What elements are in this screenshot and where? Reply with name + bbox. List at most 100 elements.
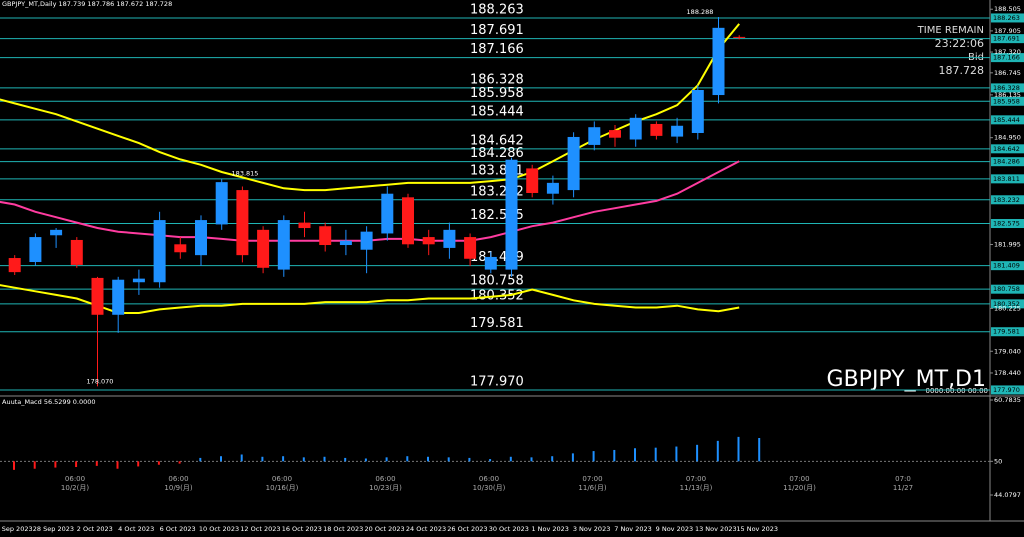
y-tick-label: 187.320 (994, 48, 1021, 56)
level-axis-box (991, 327, 1024, 337)
date-placeholder: 0000.00.00 00:00 (926, 387, 988, 395)
level-axis-box (991, 174, 1024, 184)
price-annotation: 188.288 (687, 8, 714, 16)
time-remain-label: TIME REMAIN (917, 25, 984, 36)
level-axis-box (991, 53, 1024, 63)
session-date: 11/20(月) (783, 484, 816, 492)
time-remain: 23:22:06 (935, 37, 984, 50)
level-axis-box (991, 261, 1024, 271)
x-tick-label: 30 Oct 2023 (489, 525, 529, 533)
candle-body (484, 256, 497, 270)
candle-body (464, 237, 477, 259)
y-tick-label: 184.950 (994, 134, 1021, 142)
level-axis-box (991, 115, 1024, 125)
level-axis-label: 185.958 (993, 97, 1020, 105)
session-time: 06:00 (479, 475, 499, 483)
session-time: 06:00 (168, 475, 188, 483)
level-label: 177.970 (470, 374, 524, 389)
level-label: 185.444 (470, 104, 524, 119)
indicator-y-tick-label: 50 (994, 457, 1002, 465)
x-tick-label: 12 Oct 2023 (240, 525, 280, 533)
y-tick-label: 187.905 (994, 27, 1021, 35)
x-tick-label: 2 Oct 2023 (77, 525, 113, 533)
session-time: 07:0 (895, 475, 911, 483)
candle-body (650, 123, 663, 136)
level-axis-box (991, 195, 1024, 205)
level-label: 180.758 (470, 274, 524, 289)
candle-body (29, 237, 42, 263)
x-tick-label: 10 Oct 2023 (199, 525, 239, 533)
level-axis-box (991, 144, 1024, 154)
session-date: 10/16(月) (266, 484, 299, 492)
candle-body (215, 182, 228, 225)
x-tick-label: 16 Oct 2023 (282, 525, 322, 533)
candle-body (422, 237, 435, 245)
symbol-label: GBPJPY_MT,D1 (827, 367, 986, 392)
session-time: 06:00 (375, 475, 395, 483)
candle-body (277, 220, 290, 270)
level-label: 186.328 (470, 72, 524, 87)
level-axis-label: 188.263 (993, 14, 1020, 22)
candle-body (339, 240, 352, 246)
level-label: 184.642 (470, 133, 524, 148)
level-axis-label: 184.642 (993, 145, 1020, 153)
candle-body (195, 220, 207, 256)
x-tick-label: 3 Nov 2023 (573, 525, 611, 533)
candle-body (505, 159, 518, 270)
x-tick-label: 26 Oct 2023 (447, 525, 487, 533)
x-tick-label: 20 Oct 2023 (365, 525, 405, 533)
candle-body (588, 127, 601, 145)
level-axis-box (991, 284, 1024, 294)
x-tick-label: 4 Oct 2023 (118, 525, 154, 533)
price-annotation: 183.815 (232, 170, 259, 178)
session-date: 11/27 (893, 484, 913, 492)
level-axis-label: 182.575 (993, 220, 1020, 228)
x-tick-label: 15 Nov 2023 (736, 525, 778, 533)
session-time: 07:00 (789, 475, 809, 483)
indicator-y-tick-label: 44.0797 (994, 491, 1021, 499)
session-time: 06:00 (272, 475, 292, 483)
candle-body (174, 244, 187, 253)
level-label: 188.263 (470, 2, 524, 17)
y-tick-label: 188.505 (994, 5, 1021, 13)
candle-body (381, 193, 394, 234)
level-axis-box (991, 385, 1024, 395)
level-axis-box (991, 299, 1024, 309)
x-tick-label: 24 Oct 2023 (406, 525, 446, 533)
level-axis-label: 186.328 (993, 84, 1020, 92)
candle-body (712, 27, 725, 96)
y-tick-label: 186.745 (994, 69, 1021, 77)
y-tick-label: 180.225 (994, 304, 1021, 312)
candle-body (91, 277, 104, 315)
x-tick-label: 26 Sep 2023 (0, 525, 33, 533)
x-tick-label: 18 Oct 2023 (323, 525, 363, 533)
session-time: 06:00 (65, 475, 85, 483)
candle-body (402, 197, 414, 245)
chart-title: GBPJPY_MT,Daily 187.739 187.786 187.672 … (2, 0, 172, 8)
level-axis-label: 180.352 (993, 300, 1020, 308)
x-tick-label: 6 Oct 2023 (160, 525, 196, 533)
candle-body (257, 229, 270, 268)
candle-body (443, 229, 456, 248)
candle-body (526, 168, 539, 193)
level-axis-label: 184.286 (993, 158, 1020, 166)
level-axis-box (991, 96, 1024, 106)
candle-body (567, 136, 580, 191)
candle-body (360, 231, 373, 250)
candle-body (70, 239, 83, 265)
y-tick-label: 179.040 (994, 347, 1021, 355)
level-label: 187.166 (470, 42, 524, 57)
candle-body (8, 258, 21, 273)
x-tick-label: 28 Sep 2023 (33, 525, 74, 533)
indicator-y-tick-label: 60.7835 (994, 396, 1021, 404)
y-tick-label: 186.135 (994, 91, 1021, 99)
candle-body (629, 117, 642, 140)
level-axis-box (991, 83, 1024, 93)
session-date: 10/2(月) (61, 484, 89, 492)
level-axis-box (991, 157, 1024, 167)
candle-body (733, 36, 746, 38)
x-tick-label: 9 Nov 2023 (656, 525, 694, 533)
candle-body (546, 182, 559, 194)
level-axis-label: 185.444 (993, 116, 1020, 124)
